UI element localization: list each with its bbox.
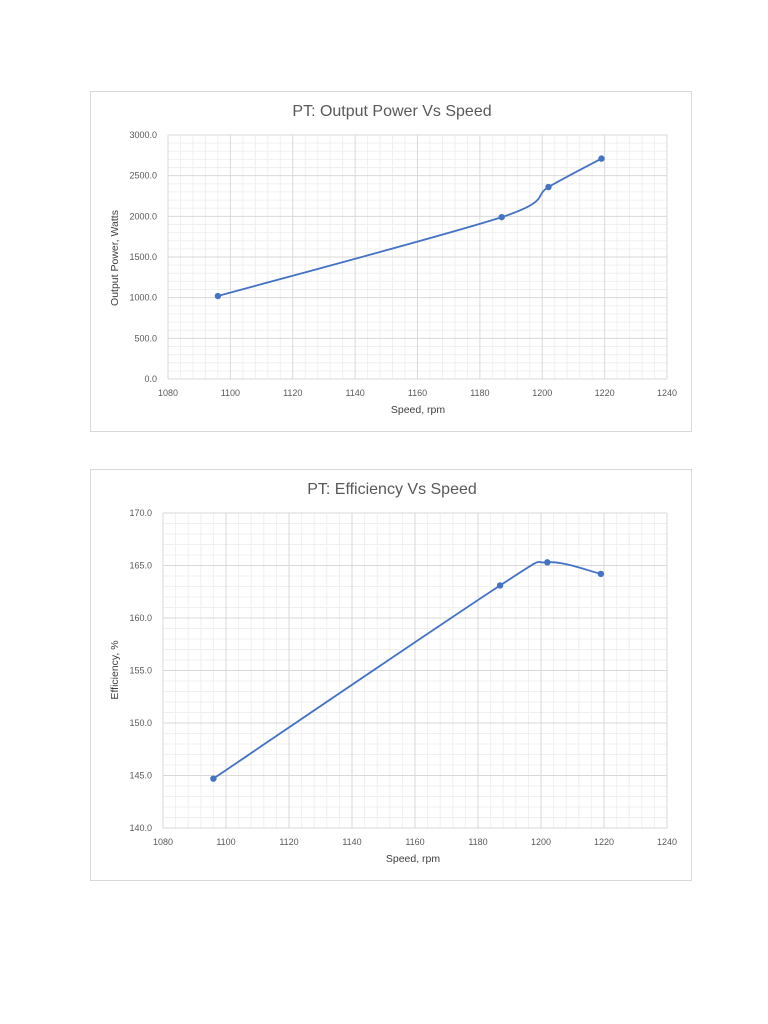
y-tick-label: 165.0 (129, 561, 152, 571)
data-point (545, 183, 552, 191)
data-point (598, 155, 605, 162)
chart-efficiency-svg: PT: Efficiency Vs Speed Speed, rpm Effic… (109, 481, 677, 865)
y-tick-label: 1000.0 (129, 293, 157, 303)
data-point (496, 582, 504, 589)
data-point (210, 775, 217, 782)
x-tick-label: 1080 (158, 388, 178, 398)
x-axis-label: Speed, rpm (391, 404, 446, 416)
x-tick-label: 1240 (657, 388, 677, 398)
plot-area: 1080 1100 1120 1140 1160 1180 1200 1220 1240 140.… (129, 508, 677, 847)
plot-area: 1080 1100 1120 1140 1160 1180 1200 1220 1240 0.0 5… (129, 130, 677, 398)
x-tick-label: 1120 (283, 388, 302, 398)
y-tick-label: 145.0 (129, 771, 152, 781)
y-tick-label: 500.0 (134, 333, 157, 343)
data-point (498, 213, 505, 221)
y-tick-label: 2500.0 (129, 171, 157, 181)
chart-efficiency: PT: Efficiency Vs Speed Speed, rpm Effic… (90, 469, 692, 881)
y-tick-label: 170.0 (129, 508, 152, 518)
x-tick-label: 1080 (153, 837, 173, 847)
x-tick-label: 1140 (342, 837, 361, 847)
chart-title: PT: Efficiency Vs Speed (307, 481, 477, 498)
data-point (597, 570, 605, 578)
x-tick-label: 1200 (532, 388, 552, 398)
x-tick-label: 1140 (345, 388, 364, 398)
x-tick-label: 1220 (594, 837, 614, 847)
y-axis-label: Efficiency, % (109, 640, 121, 699)
chart-output-power-svg: PT: Output Power Vs Speed Speed, rpm Out… (109, 103, 677, 416)
x-tick-label: 1120 (279, 837, 298, 847)
x-tick-label: 1200 (531, 837, 551, 847)
x-tick-label: 1180 (468, 837, 487, 847)
x-tick-label: 1160 (405, 837, 424, 847)
x-tick-label: 1160 (408, 388, 427, 398)
x-tick-label: 1100 (216, 837, 235, 847)
y-tick-label: 2000.0 (129, 211, 157, 221)
y-tick-label: 140.0 (129, 823, 152, 833)
y-tick-label: 0.0 (144, 374, 157, 384)
data-point (544, 559, 551, 566)
y-tick-label: 1500.0 (129, 252, 157, 262)
y-tick-label: 3000.0 (129, 130, 157, 140)
series-line (217, 157, 602, 297)
x-tick-label: 1220 (595, 388, 615, 398)
data-point (214, 292, 222, 300)
y-tick-label: 150.0 (129, 718, 152, 728)
chart-title: PT: Output Power Vs Speed (292, 103, 491, 120)
x-tick-label: 1100 (221, 388, 240, 398)
x-tick-label: 1240 (657, 837, 677, 847)
y-tick-label: 160.0 (129, 613, 152, 623)
x-tick-label: 1180 (470, 388, 489, 398)
x-axis-label: Speed, rpm (386, 853, 441, 865)
chart-output-power: PT: Output Power Vs Speed Speed, rpm Out… (90, 91, 692, 432)
y-axis-label: Output Power, Watts (109, 210, 121, 306)
y-tick-label: 155.0 (129, 666, 152, 676)
